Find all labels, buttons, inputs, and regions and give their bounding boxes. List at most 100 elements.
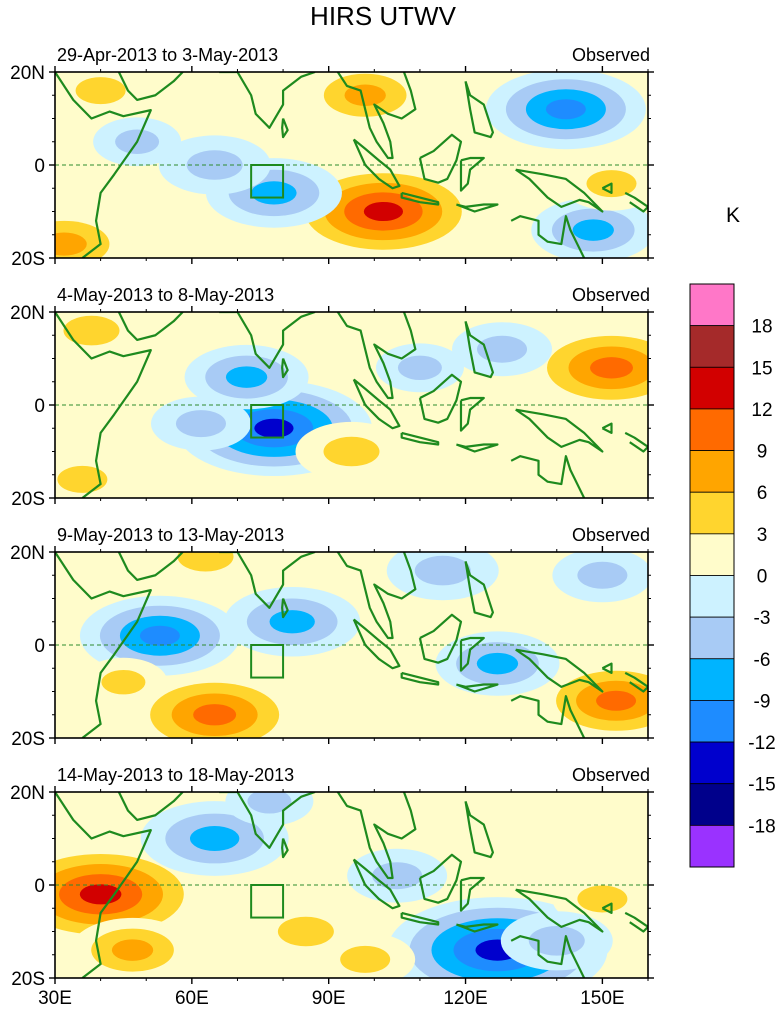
colorbar-swatch <box>689 366 735 410</box>
y-tick-label: 0 <box>34 396 45 417</box>
coastline <box>418 853 463 904</box>
anomaly-contour <box>397 355 442 380</box>
y-tick-label: 20S <box>11 729 45 750</box>
coastline <box>281 598 289 619</box>
colorbar-units: K <box>726 204 740 227</box>
coastline <box>601 182 613 194</box>
anomaly-contour <box>101 670 146 695</box>
anomaly-contour <box>247 792 292 814</box>
anomaly-contour <box>340 945 391 973</box>
box-region <box>250 164 285 199</box>
coastline <box>418 613 463 664</box>
coastline <box>464 800 495 859</box>
coastline <box>400 191 440 206</box>
x-tick-label: 90E <box>312 988 346 1009</box>
anomaly-contour <box>55 232 87 256</box>
y-tick-label: 20N <box>10 303 45 324</box>
panel-label: Observed <box>572 45 650 65</box>
coastline <box>515 648 604 693</box>
colorbar-label: -18 <box>748 816 775 837</box>
x-tick-label: 150E <box>580 988 624 1009</box>
coastline <box>336 72 417 160</box>
anomaly-contour <box>189 826 240 851</box>
coastlines <box>55 72 648 258</box>
anomaly-field <box>79 552 648 738</box>
coastline <box>624 191 648 213</box>
anomaly-field <box>55 312 648 498</box>
coastline <box>336 312 417 400</box>
coastline <box>219 792 316 849</box>
y-tick-label: 20N <box>10 63 45 84</box>
colorbar-label: 12 <box>751 400 772 421</box>
y-tick-label: 20S <box>11 249 45 270</box>
map-panel: 20N 0 20S 29-Apr-2013 to 3-May-2013 Observed <box>10 45 654 270</box>
coastline <box>510 695 586 738</box>
coastline <box>624 431 648 453</box>
anomaly-contour <box>590 357 634 379</box>
coastline <box>601 422 613 434</box>
coastline <box>418 373 463 424</box>
box-region <box>250 404 285 439</box>
coastline <box>219 552 316 609</box>
coastline <box>281 838 289 859</box>
colorbar-label: -9 <box>754 691 771 712</box>
coastline <box>418 133 463 184</box>
coastline <box>456 683 499 693</box>
chart-title: HIRS UTWV <box>310 1 457 31</box>
y-tick-label: 0 <box>34 876 45 897</box>
anomaly-contour <box>344 84 386 106</box>
colorbar-swatch <box>689 533 735 576</box>
x-tick-label: 60E <box>175 988 209 1009</box>
panel-label: Observed <box>572 525 650 545</box>
map-panel: 20N 0 20S 14-May-2013 to 18-May-2013 Observe… <box>10 765 654 990</box>
coastline <box>464 80 495 139</box>
anomaly-contour <box>545 99 586 120</box>
box-region <box>250 884 285 919</box>
map-panel: 20N 0 20S 4-May-2013 to 8-May-2013 Observed <box>10 285 654 510</box>
colorbar-swatch <box>689 616 735 660</box>
colorbar-swatch <box>689 824 735 868</box>
coastline <box>117 72 184 102</box>
colorbar-swatch <box>689 325 735 368</box>
coastline <box>624 671 648 693</box>
x-tick-label: 30E <box>38 988 72 1009</box>
coastline <box>55 792 152 978</box>
anomaly-contour <box>177 552 234 572</box>
coastline <box>55 72 152 258</box>
panel-period: 9-May-2013 to 13-May-2013 <box>57 525 284 545</box>
coastline <box>352 618 401 670</box>
coastlines <box>55 552 648 738</box>
coastline <box>456 443 499 453</box>
coastline <box>459 636 485 672</box>
coastline <box>624 911 648 933</box>
coastline <box>601 662 613 675</box>
anomaly-contour <box>139 625 180 646</box>
panel-period: 4-May-2013 to 8-May-2013 <box>57 285 274 305</box>
colorbar-swatch <box>689 741 735 785</box>
colorbar-label: 6 <box>757 483 768 504</box>
panel-period: 14-May-2013 to 18-May-2013 <box>57 765 294 785</box>
coastline <box>281 118 289 139</box>
coastline <box>464 320 495 379</box>
coastline <box>456 923 499 933</box>
colorbar-label: -15 <box>748 775 775 796</box>
anomaly-contour <box>577 561 628 589</box>
coastline <box>400 671 440 686</box>
y-tick-label: 20S <box>11 969 45 990</box>
colorbar-swatch <box>689 491 735 535</box>
anomaly-field <box>55 792 648 978</box>
anomaly-contour <box>75 77 126 105</box>
anomaly-contour <box>186 150 243 180</box>
y-tick-label: 0 <box>34 636 45 657</box>
coastline <box>400 431 440 446</box>
coastline <box>352 138 401 190</box>
coastline <box>464 560 495 619</box>
anomaly-contour <box>111 939 154 961</box>
coastline <box>510 215 586 258</box>
coastline <box>352 378 401 430</box>
colorbar-frame <box>689 283 735 868</box>
coastlines <box>55 312 648 498</box>
coastline <box>281 358 289 379</box>
anomaly-contour <box>476 652 519 675</box>
